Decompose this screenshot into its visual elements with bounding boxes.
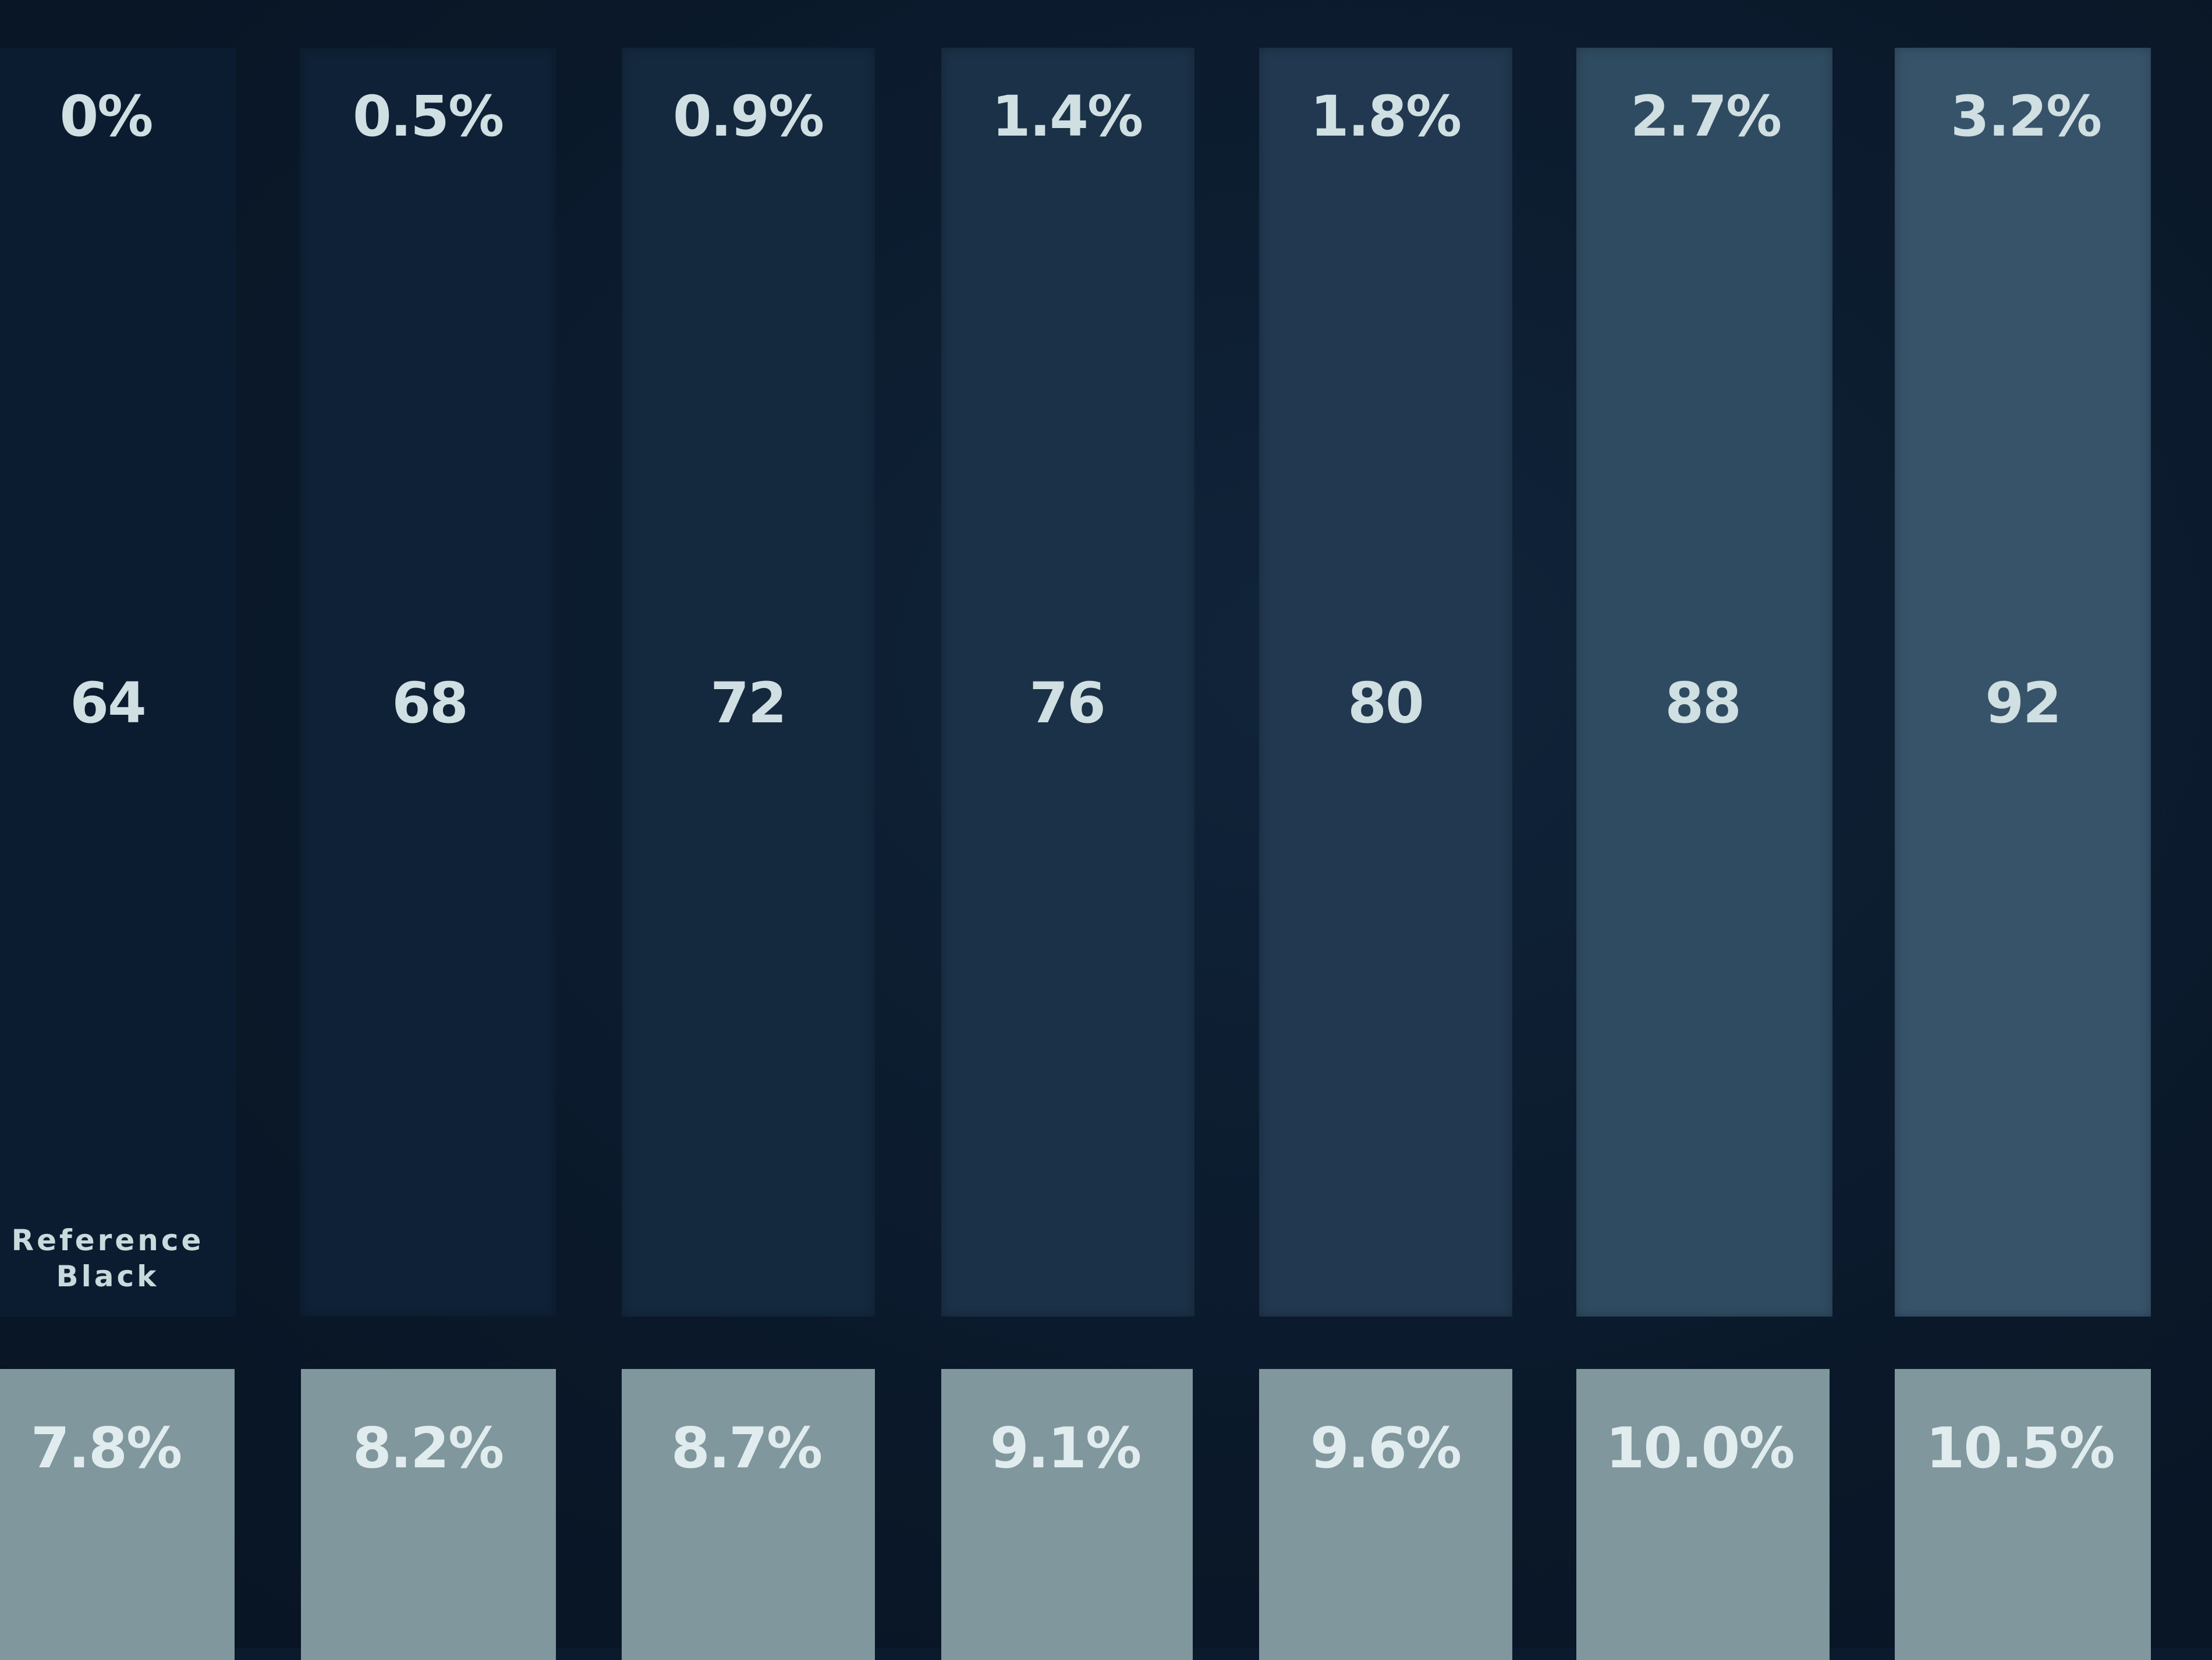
reference-label-line-2: Black [56,1260,159,1293]
reference-label-line-1: Reference [11,1223,204,1257]
swatch-label-6: 10.5% [1926,1416,2115,1481]
swatch-6 [1895,1369,2151,1660]
swatch-label-4: 9.6% [1310,1416,1462,1481]
swatch-3 [941,1369,1193,1660]
code-value-0: 64 [70,671,147,736]
swatch-1 [301,1369,556,1660]
swatch-label-5: 10.0% [1605,1416,1795,1481]
reference-black-bar [0,48,236,1317]
swatch-label-2: 8.7% [671,1416,823,1481]
percent-label-5: 2.7% [1630,84,1782,149]
level-bar-92 [1895,48,2151,1317]
swatch-label-3: 9.1% [990,1416,1142,1481]
percent-label-6: 3.2% [1950,84,2102,149]
code-value-6: 92 [1985,671,2062,736]
percent-label-0: 0% [59,84,154,149]
percent-label-2: 0.9% [672,84,824,149]
code-value-1: 68 [392,671,469,736]
reference-black-label: Reference Black [0,1222,215,1294]
swatch-4 [1259,1369,1512,1660]
swatch-label-0: 7.8% [30,1416,182,1481]
swatch-0 [0,1369,235,1660]
level-bar-68 [300,48,556,1317]
level-bar-72 [622,48,875,1317]
swatch-label-1: 8.2% [352,1416,504,1481]
swatch-2 [622,1369,875,1660]
level-bar-80 [1259,48,1512,1317]
code-value-5: 88 [1665,671,1742,736]
percent-label-3: 1.4% [991,84,1143,149]
code-value-4: 80 [1348,671,1424,736]
percent-label-1: 0.5% [352,84,504,149]
percent-label-4: 1.8% [1310,84,1462,149]
code-value-3: 76 [1029,671,1106,736]
swatch-5 [1576,1369,1830,1660]
level-bar-88 [1576,48,1832,1317]
code-value-2: 72 [710,671,787,736]
level-bar-76 [941,48,1194,1317]
